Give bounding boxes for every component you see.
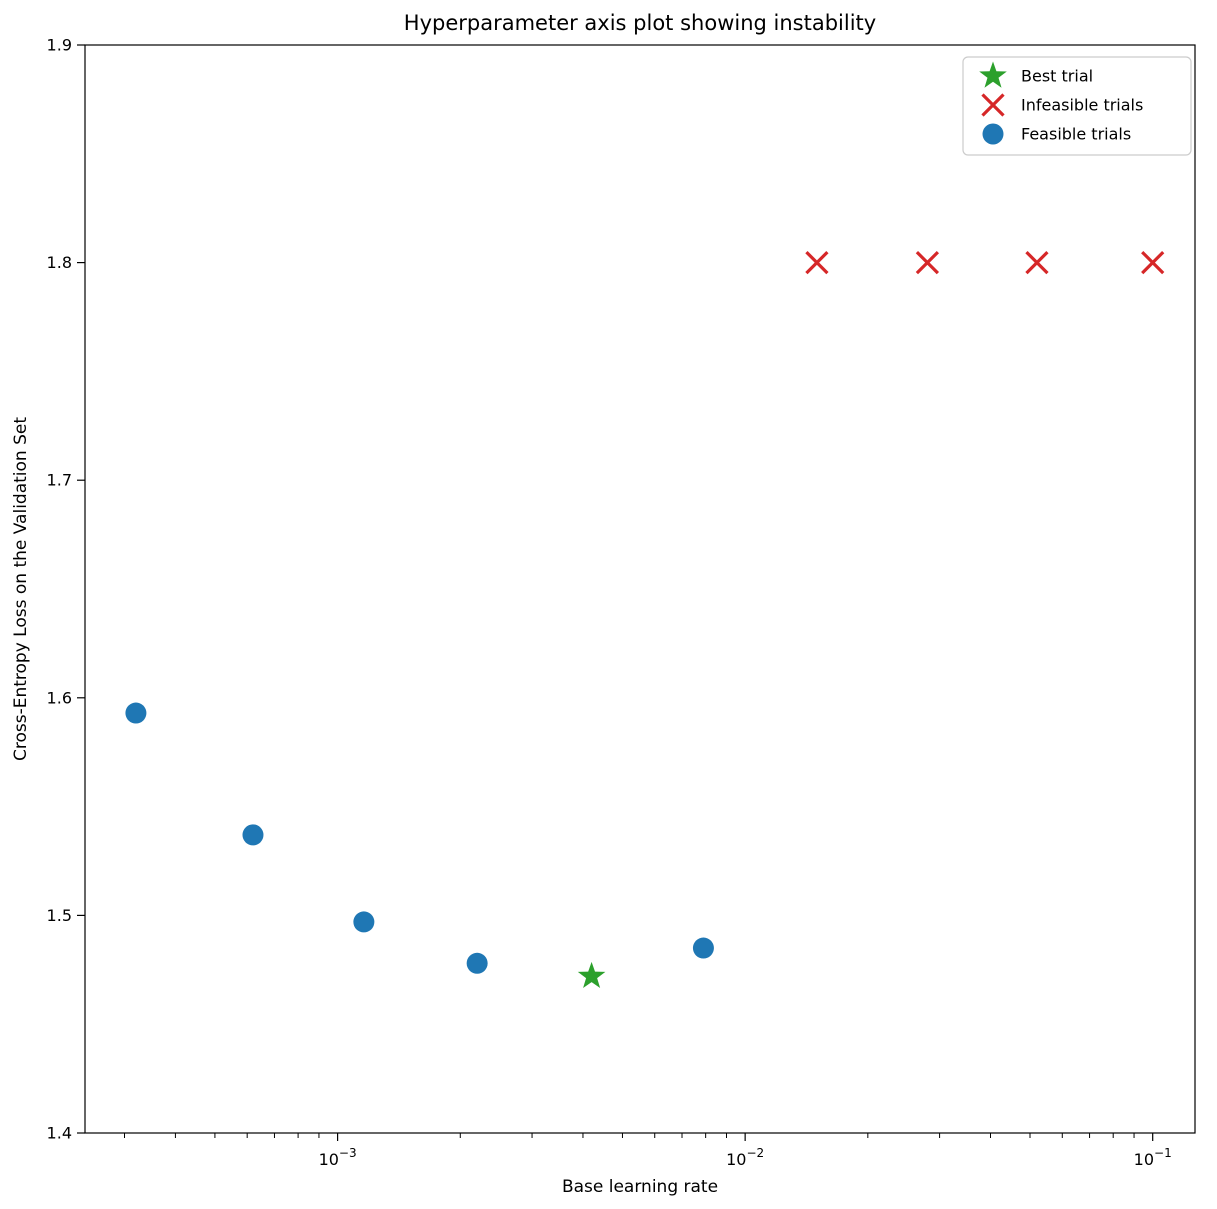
circle-marker-legend xyxy=(982,123,1004,145)
x-tick-label: 10−2 xyxy=(726,1146,764,1169)
circle-marker-feasible-trials xyxy=(466,952,488,974)
x-axis-label: Base learning rate xyxy=(562,1177,718,1197)
x-marker-infeasible-trials xyxy=(1025,250,1049,275)
legend-entry: Best trial xyxy=(979,61,1093,88)
x-tick-label: 10−1 xyxy=(1134,1146,1172,1169)
x-marker-legend xyxy=(981,93,1005,117)
legend: Best trial Infeasible trials Feasible tria… xyxy=(962,56,1192,156)
x-marker-infeasible-trials xyxy=(1141,250,1165,275)
y-tick-label: 1.9 xyxy=(47,36,72,55)
x-tick-label: 10−3 xyxy=(319,1146,357,1169)
circle-marker-feasible-trials xyxy=(125,702,147,724)
x-marker-infeasible-trials xyxy=(915,250,940,275)
axes-frame xyxy=(84,44,1196,1134)
legend-entry: Infeasible trials xyxy=(981,93,1143,117)
y-axis-label: Cross-Entropy Loss on the Validation Set xyxy=(11,417,31,761)
star-marker-best-trial xyxy=(577,961,606,989)
legend-frame xyxy=(962,56,1192,156)
star-marker-legend xyxy=(979,61,1007,88)
circle-marker-feasible-trials xyxy=(353,911,375,933)
circle-marker-feasible-trials xyxy=(242,824,264,846)
circle-marker-feasible-trials xyxy=(692,937,714,959)
y-tick-label: 1.8 xyxy=(47,253,72,272)
y-tick-label: 1.7 xyxy=(47,471,72,490)
legend-entry-label: Infeasible trials xyxy=(1021,96,1143,115)
y-tick-label: 1.6 xyxy=(47,688,72,707)
x-marker-infeasible-trials xyxy=(805,250,829,275)
legend-entry-label: Feasible trials xyxy=(1021,125,1131,144)
y-tick-label: 1.4 xyxy=(47,1124,72,1143)
plot-points xyxy=(125,250,1165,989)
chart-title: Hyperparameter axis plot showing instabi… xyxy=(404,11,876,35)
x-axis: 10−3 10−2 10−1 xyxy=(123,1133,1172,1169)
y-axis: 1.4 1.5 1.6 1.7 1.8 1.9 xyxy=(47,36,85,1143)
legend-entry: Feasible trials xyxy=(982,123,1131,145)
y-tick-label: 1.5 xyxy=(47,906,72,925)
legend-entry-label: Best trial xyxy=(1021,67,1093,86)
